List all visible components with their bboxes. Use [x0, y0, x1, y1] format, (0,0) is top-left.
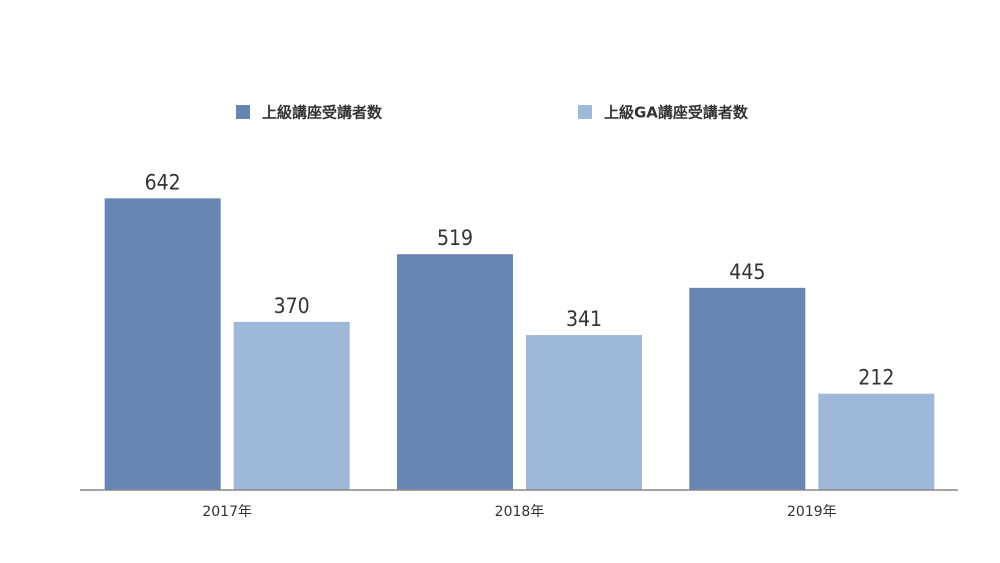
legend-label: 上級講座受講者数: [262, 104, 383, 122]
bar: [818, 393, 935, 490]
legend-swatch: [578, 105, 592, 119]
value-label: 212: [858, 366, 894, 390]
legend-label: 上級GA講座受講者数: [604, 104, 749, 122]
x-tick-label: 2018年: [495, 504, 545, 520]
value-label: 642: [145, 170, 181, 194]
legend-swatch: [236, 105, 250, 119]
bar: [104, 198, 221, 490]
value-label: 445: [729, 260, 765, 284]
bar: [397, 254, 513, 490]
x-tick-label: 2017年: [202, 504, 252, 520]
bar: [233, 321, 350, 490]
bar: [526, 335, 642, 490]
value-label: 341: [566, 307, 602, 331]
value-label: 519: [437, 226, 473, 250]
x-tick-label: 2019年: [787, 504, 837, 520]
bar: [689, 287, 806, 490]
value-label: 370: [274, 294, 310, 318]
